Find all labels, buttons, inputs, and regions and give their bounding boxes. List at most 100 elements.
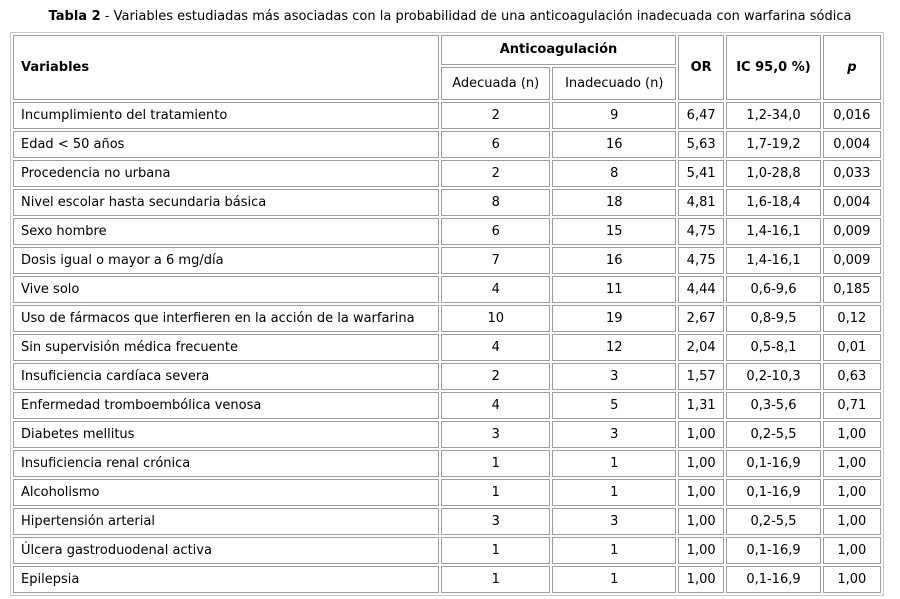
table-row: Diabetes mellitus 3 3 1,00 0,2-5,5 1,00 bbox=[13, 421, 881, 448]
cell-adecuada: 2 bbox=[440, 363, 551, 390]
cell-or: 4,75 bbox=[678, 218, 725, 245]
cell-adecuada: 1 bbox=[440, 566, 551, 593]
cell-adecuada: 3 bbox=[440, 508, 551, 535]
cell-adecuada: 10 bbox=[440, 305, 551, 332]
cell-inadecuado: 1 bbox=[552, 537, 677, 564]
cell-p: 0,63 bbox=[822, 363, 881, 390]
table-row: Epilepsia 1 1 1,00 0,1-16,9 1,00 bbox=[13, 566, 881, 593]
cell-variable: Vive solo bbox=[13, 276, 439, 303]
cell-variable: Uso de fármacos que interfieren en la ac… bbox=[13, 305, 439, 332]
table-row: Vive solo 4 11 4,44 0,6-9,6 0,185 bbox=[13, 276, 881, 303]
cell-adecuada: 2 bbox=[440, 102, 551, 129]
cell-or: 1,00 bbox=[678, 508, 725, 535]
cell-or: 6,47 bbox=[678, 102, 725, 129]
table-body: Incumplimiento del tratamiento 2 9 6,47 1,2-… bbox=[13, 102, 881, 593]
header-row-group: Variables Anticoagulación OR IC 95,0 %) … bbox=[13, 35, 881, 100]
cell-ic: 1,6-18,4 bbox=[726, 189, 821, 216]
table-row: Sin supervisión médica frecuente 4 12 2,04 0… bbox=[13, 334, 881, 361]
cell-ic: 0,2-5,5 bbox=[726, 421, 821, 448]
table-row: Sexo hombre 6 15 4,75 1,4-16,1 0,009 bbox=[13, 218, 881, 245]
cell-inadecuado: 12 bbox=[552, 334, 677, 361]
cell-p: 0,009 bbox=[822, 218, 881, 245]
cell-or: 4,75 bbox=[678, 247, 725, 274]
cell-variable: Diabetes mellitus bbox=[13, 421, 439, 448]
cell-p: 0,033 bbox=[822, 160, 881, 187]
header-adecuada: Adecuada (n) bbox=[440, 67, 551, 100]
cell-p: 0,71 bbox=[822, 392, 881, 419]
cell-ic: 0,2-10,3 bbox=[726, 363, 821, 390]
cell-adecuada: 4 bbox=[440, 392, 551, 419]
cell-p: 1,00 bbox=[822, 537, 881, 564]
table-row: Alcoholismo 1 1 1,00 0,1-16,9 1,00 bbox=[13, 479, 881, 506]
cell-adecuada: 4 bbox=[440, 334, 551, 361]
cell-or: 1,00 bbox=[678, 537, 725, 564]
cell-or: 1,57 bbox=[678, 363, 725, 390]
cell-p: 1,00 bbox=[822, 479, 881, 506]
cell-p: 0,004 bbox=[822, 131, 881, 158]
cell-adecuada: 2 bbox=[440, 160, 551, 187]
table-row: Insuficiencia renal crónica 1 1 1,00 0,1-16,… bbox=[13, 450, 881, 477]
cell-adecuada: 7 bbox=[440, 247, 551, 274]
table-row: Úlcera gastroduodenal activa 1 1 1,00 0,1-16… bbox=[13, 537, 881, 564]
cell-variable: Alcoholismo bbox=[13, 479, 439, 506]
table-row: Hipertensión arterial 3 3 1,00 0,2-5,5 1,00 bbox=[13, 508, 881, 535]
cell-adecuada: 6 bbox=[440, 218, 551, 245]
cell-p: 1,00 bbox=[822, 508, 881, 535]
table-row: Enfermedad tromboembólica venosa 4 5 1,31 0,… bbox=[13, 392, 881, 419]
cell-or: 1,00 bbox=[678, 421, 725, 448]
header-p: p bbox=[822, 35, 881, 100]
table-row: Edad < 50 años 6 16 5,63 1,7-19,2 0,004 bbox=[13, 131, 881, 158]
cell-inadecuado: 3 bbox=[552, 363, 677, 390]
table-row: Incumplimiento del tratamiento 2 9 6,47 1,2-… bbox=[13, 102, 881, 129]
cell-or: 1,00 bbox=[678, 450, 725, 477]
cell-ic: 0,2-5,5 bbox=[726, 508, 821, 535]
cell-ic: 0,1-16,9 bbox=[726, 450, 821, 477]
header-inadecuado: Inadecuado (n) bbox=[552, 67, 677, 100]
cell-or: 1,31 bbox=[678, 392, 725, 419]
cell-variable: Procedencia no urbana bbox=[13, 160, 439, 187]
cell-variable: Insuficiencia cardíaca severa bbox=[13, 363, 439, 390]
cell-ic: 0,8-9,5 bbox=[726, 305, 821, 332]
table-row: Dosis igual o mayor a 6 mg/día 7 16 4,75 1,4… bbox=[13, 247, 881, 274]
cell-p: 1,00 bbox=[822, 566, 881, 593]
cell-ic: 1,0-28,8 bbox=[726, 160, 821, 187]
cell-or: 2,04 bbox=[678, 334, 725, 361]
header-or: OR bbox=[678, 35, 725, 100]
cell-variable: Nivel escolar hasta secundaria básica bbox=[13, 189, 439, 216]
header-ic: IC 95,0 %) bbox=[726, 35, 821, 100]
cell-p: 0,016 bbox=[822, 102, 881, 129]
cell-variable: Insuficiencia renal crónica bbox=[13, 450, 439, 477]
table-row: Insuficiencia cardíaca severa 2 3 1,57 0,2-1… bbox=[13, 363, 881, 390]
cell-variable: Enfermedad tromboembólica venosa bbox=[13, 392, 439, 419]
cell-ic: 0,1-16,9 bbox=[726, 479, 821, 506]
table-row: Uso de fármacos que interfieren en la ac… bbox=[13, 305, 881, 332]
cell-inadecuado: 8 bbox=[552, 160, 677, 187]
cell-or: 1,00 bbox=[678, 566, 725, 593]
cell-ic: 0,1-16,9 bbox=[726, 566, 821, 593]
cell-variable: Epilepsia bbox=[13, 566, 439, 593]
cell-p: 0,01 bbox=[822, 334, 881, 361]
cell-inadecuado: 15 bbox=[552, 218, 677, 245]
cell-inadecuado: 1 bbox=[552, 450, 677, 477]
cell-ic: 0,5-8,1 bbox=[726, 334, 821, 361]
cell-p: 0,009 bbox=[822, 247, 881, 274]
cell-inadecuado: 18 bbox=[552, 189, 677, 216]
data-table: Variables Anticoagulación OR IC 95,0 %) … bbox=[10, 32, 884, 596]
cell-variable: Hipertensión arterial bbox=[13, 508, 439, 535]
cell-or: 5,41 bbox=[678, 160, 725, 187]
cell-or: 4,44 bbox=[678, 276, 725, 303]
cell-adecuada: 4 bbox=[440, 276, 551, 303]
cell-adecuada: 1 bbox=[440, 537, 551, 564]
cell-ic: 1,4-16,1 bbox=[726, 218, 821, 245]
header-row-sub: Adecuada (n) Inadecuado (n) bbox=[13, 67, 881, 100]
cell-ic: 0,6-9,6 bbox=[726, 276, 821, 303]
table-row: Procedencia no urbana 2 8 5,41 1,0-28,8 0,033 bbox=[13, 160, 881, 187]
cell-variable: Sin supervisión médica frecuente bbox=[13, 334, 439, 361]
cell-inadecuado: 1 bbox=[552, 566, 677, 593]
header-variables: Variables bbox=[13, 35, 439, 100]
table-row: Nivel escolar hasta secundaria básica 8 18… bbox=[13, 189, 881, 216]
cell-inadecuado: 3 bbox=[552, 421, 677, 448]
cell-p: 0,185 bbox=[822, 276, 881, 303]
cell-adecuada: 1 bbox=[440, 450, 551, 477]
